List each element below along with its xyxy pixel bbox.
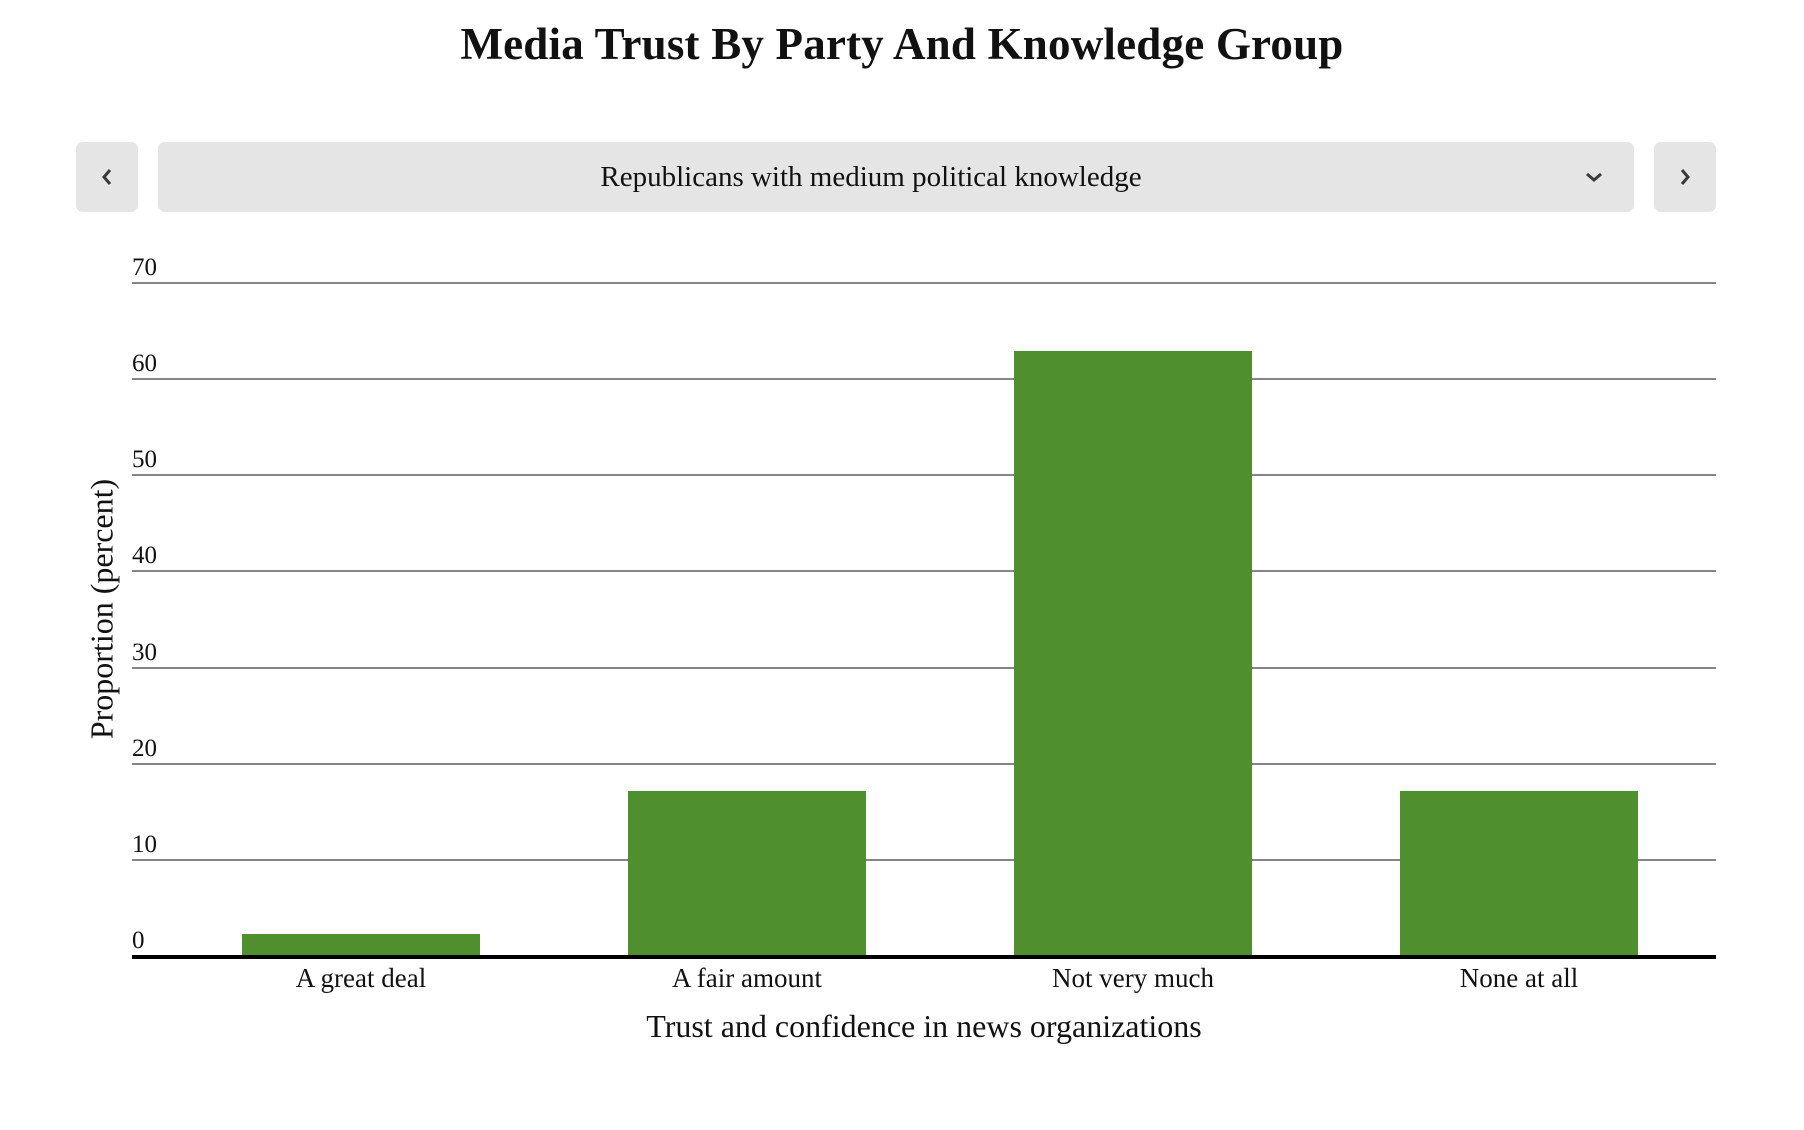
- y-axis-title: Proportion (percent): [83, 478, 120, 740]
- y-tick-label: 20: [132, 734, 157, 762]
- chevron-right-icon: [1680, 169, 1690, 185]
- gridline: [132, 474, 1716, 477]
- gridline: [132, 666, 1716, 669]
- next-group-button[interactable]: [1654, 142, 1716, 212]
- gridline: [132, 282, 1716, 284]
- chevron-left-icon: [102, 169, 112, 185]
- x-category-label: A great deal: [295, 963, 427, 993]
- y-tick-label: 10: [132, 830, 157, 858]
- y-tick-label: 30: [132, 638, 157, 666]
- bar[interactable]: [628, 790, 866, 956]
- y-tick-label: 50: [132, 446, 157, 474]
- gridline: [132, 858, 1716, 861]
- x-category-label: Not very much: [1052, 963, 1214, 993]
- gridline: [132, 378, 1716, 381]
- bar[interactable]: [242, 933, 480, 956]
- chevron-down-icon: [1583, 166, 1605, 188]
- previous-group-button[interactable]: [76, 142, 138, 212]
- gridline: [132, 762, 1716, 765]
- x-axis-title: Trust and confidence in news organizatio…: [646, 1008, 1202, 1044]
- y-tick-label: 60: [132, 350, 157, 378]
- bar[interactable]: [1014, 351, 1252, 956]
- bar[interactable]: [1400, 790, 1638, 956]
- group-select-dropdown[interactable]: Republicans with medium political knowle…: [158, 142, 1634, 212]
- x-category-label: A fair amount: [672, 963, 822, 993]
- y-tick-label: 0: [132, 927, 145, 954]
- gridline: [132, 570, 1716, 573]
- y-tick-label: 40: [132, 542, 157, 570]
- x-category-label: None at all: [1459, 963, 1579, 993]
- y-tick-label: 70: [132, 254, 157, 281]
- plot-area: 0 10 20 30 40 50 60 70: [132, 255, 1716, 956]
- chart-title: Media Trust By Party And Knowledge Group: [460, 19, 1344, 69]
- selected-group-label: Republicans with medium political knowle…: [600, 161, 1142, 193]
- x-axis-line: [132, 955, 1716, 959]
